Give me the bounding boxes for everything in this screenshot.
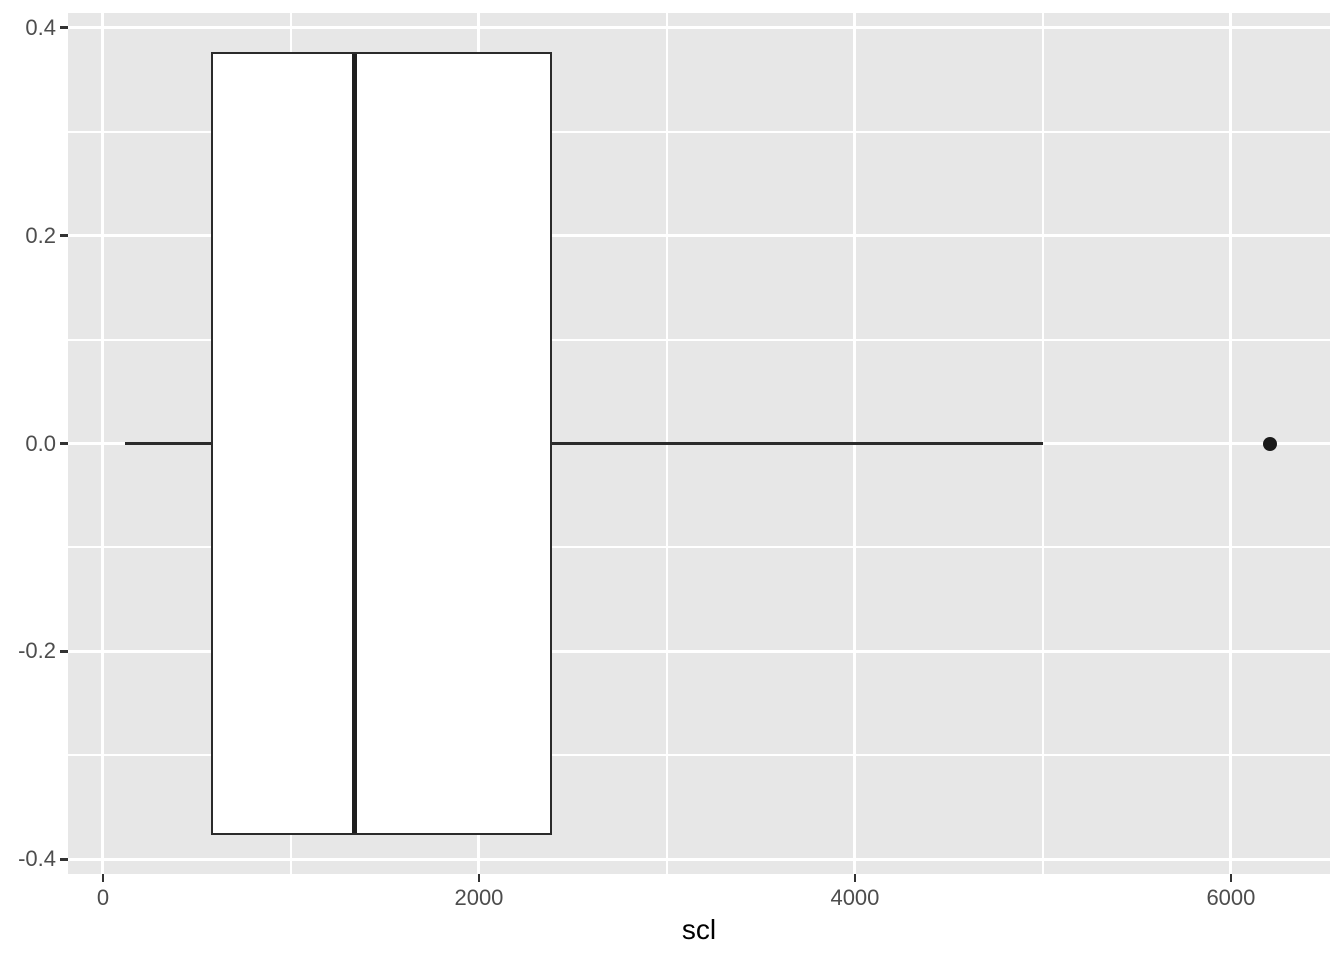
x-axis-tick-mark (101, 874, 105, 882)
major-gridline-horizontal (68, 26, 1330, 30)
major-gridline-horizontal (68, 234, 1330, 238)
y-axis-tick-label: -0.2 (18, 638, 56, 664)
y-axis-tick-label: 0.4 (25, 14, 56, 40)
y-axis-tick-mark (60, 442, 68, 445)
x-axis-tick-mark (477, 874, 481, 882)
boxplot-whisker-left (124, 442, 213, 445)
boxplot-box (211, 52, 552, 835)
minor-gridline-horizontal (68, 338, 1330, 341)
y-axis-tick-mark (60, 650, 68, 653)
minor-gridline-horizontal (68, 754, 1330, 757)
plot-panel (68, 13, 1330, 874)
x-axis-tick-mark (853, 874, 857, 882)
major-gridline-horizontal (68, 857, 1330, 861)
minor-gridline-horizontal (68, 130, 1330, 133)
x-axis-tick-mark (1229, 874, 1232, 882)
x-axis-tick-label: 4000 (830, 885, 880, 910)
y-axis-tick-mark (60, 858, 68, 861)
y-axis-tick-label: -0.4 (18, 846, 56, 872)
y-axis-tick-label: 0.0 (25, 430, 56, 456)
x-axis-tick-label: 0 (96, 885, 110, 910)
minor-gridline-horizontal (68, 546, 1330, 549)
y-axis-tick-mark (60, 26, 68, 29)
x-axis-tick-label: 6000 (1206, 885, 1256, 910)
y-axis-tick-label: 0.2 (25, 222, 56, 248)
major-gridline-horizontal (68, 649, 1330, 653)
outlier-point (1263, 436, 1278, 451)
x-axis-tick-label: 2000 (454, 885, 504, 910)
y-axis-tick-mark (60, 234, 68, 237)
boxplot-median-line (352, 53, 358, 834)
boxplot-whisker-right (550, 442, 1043, 445)
x-axis-title: scl (681, 914, 717, 945)
